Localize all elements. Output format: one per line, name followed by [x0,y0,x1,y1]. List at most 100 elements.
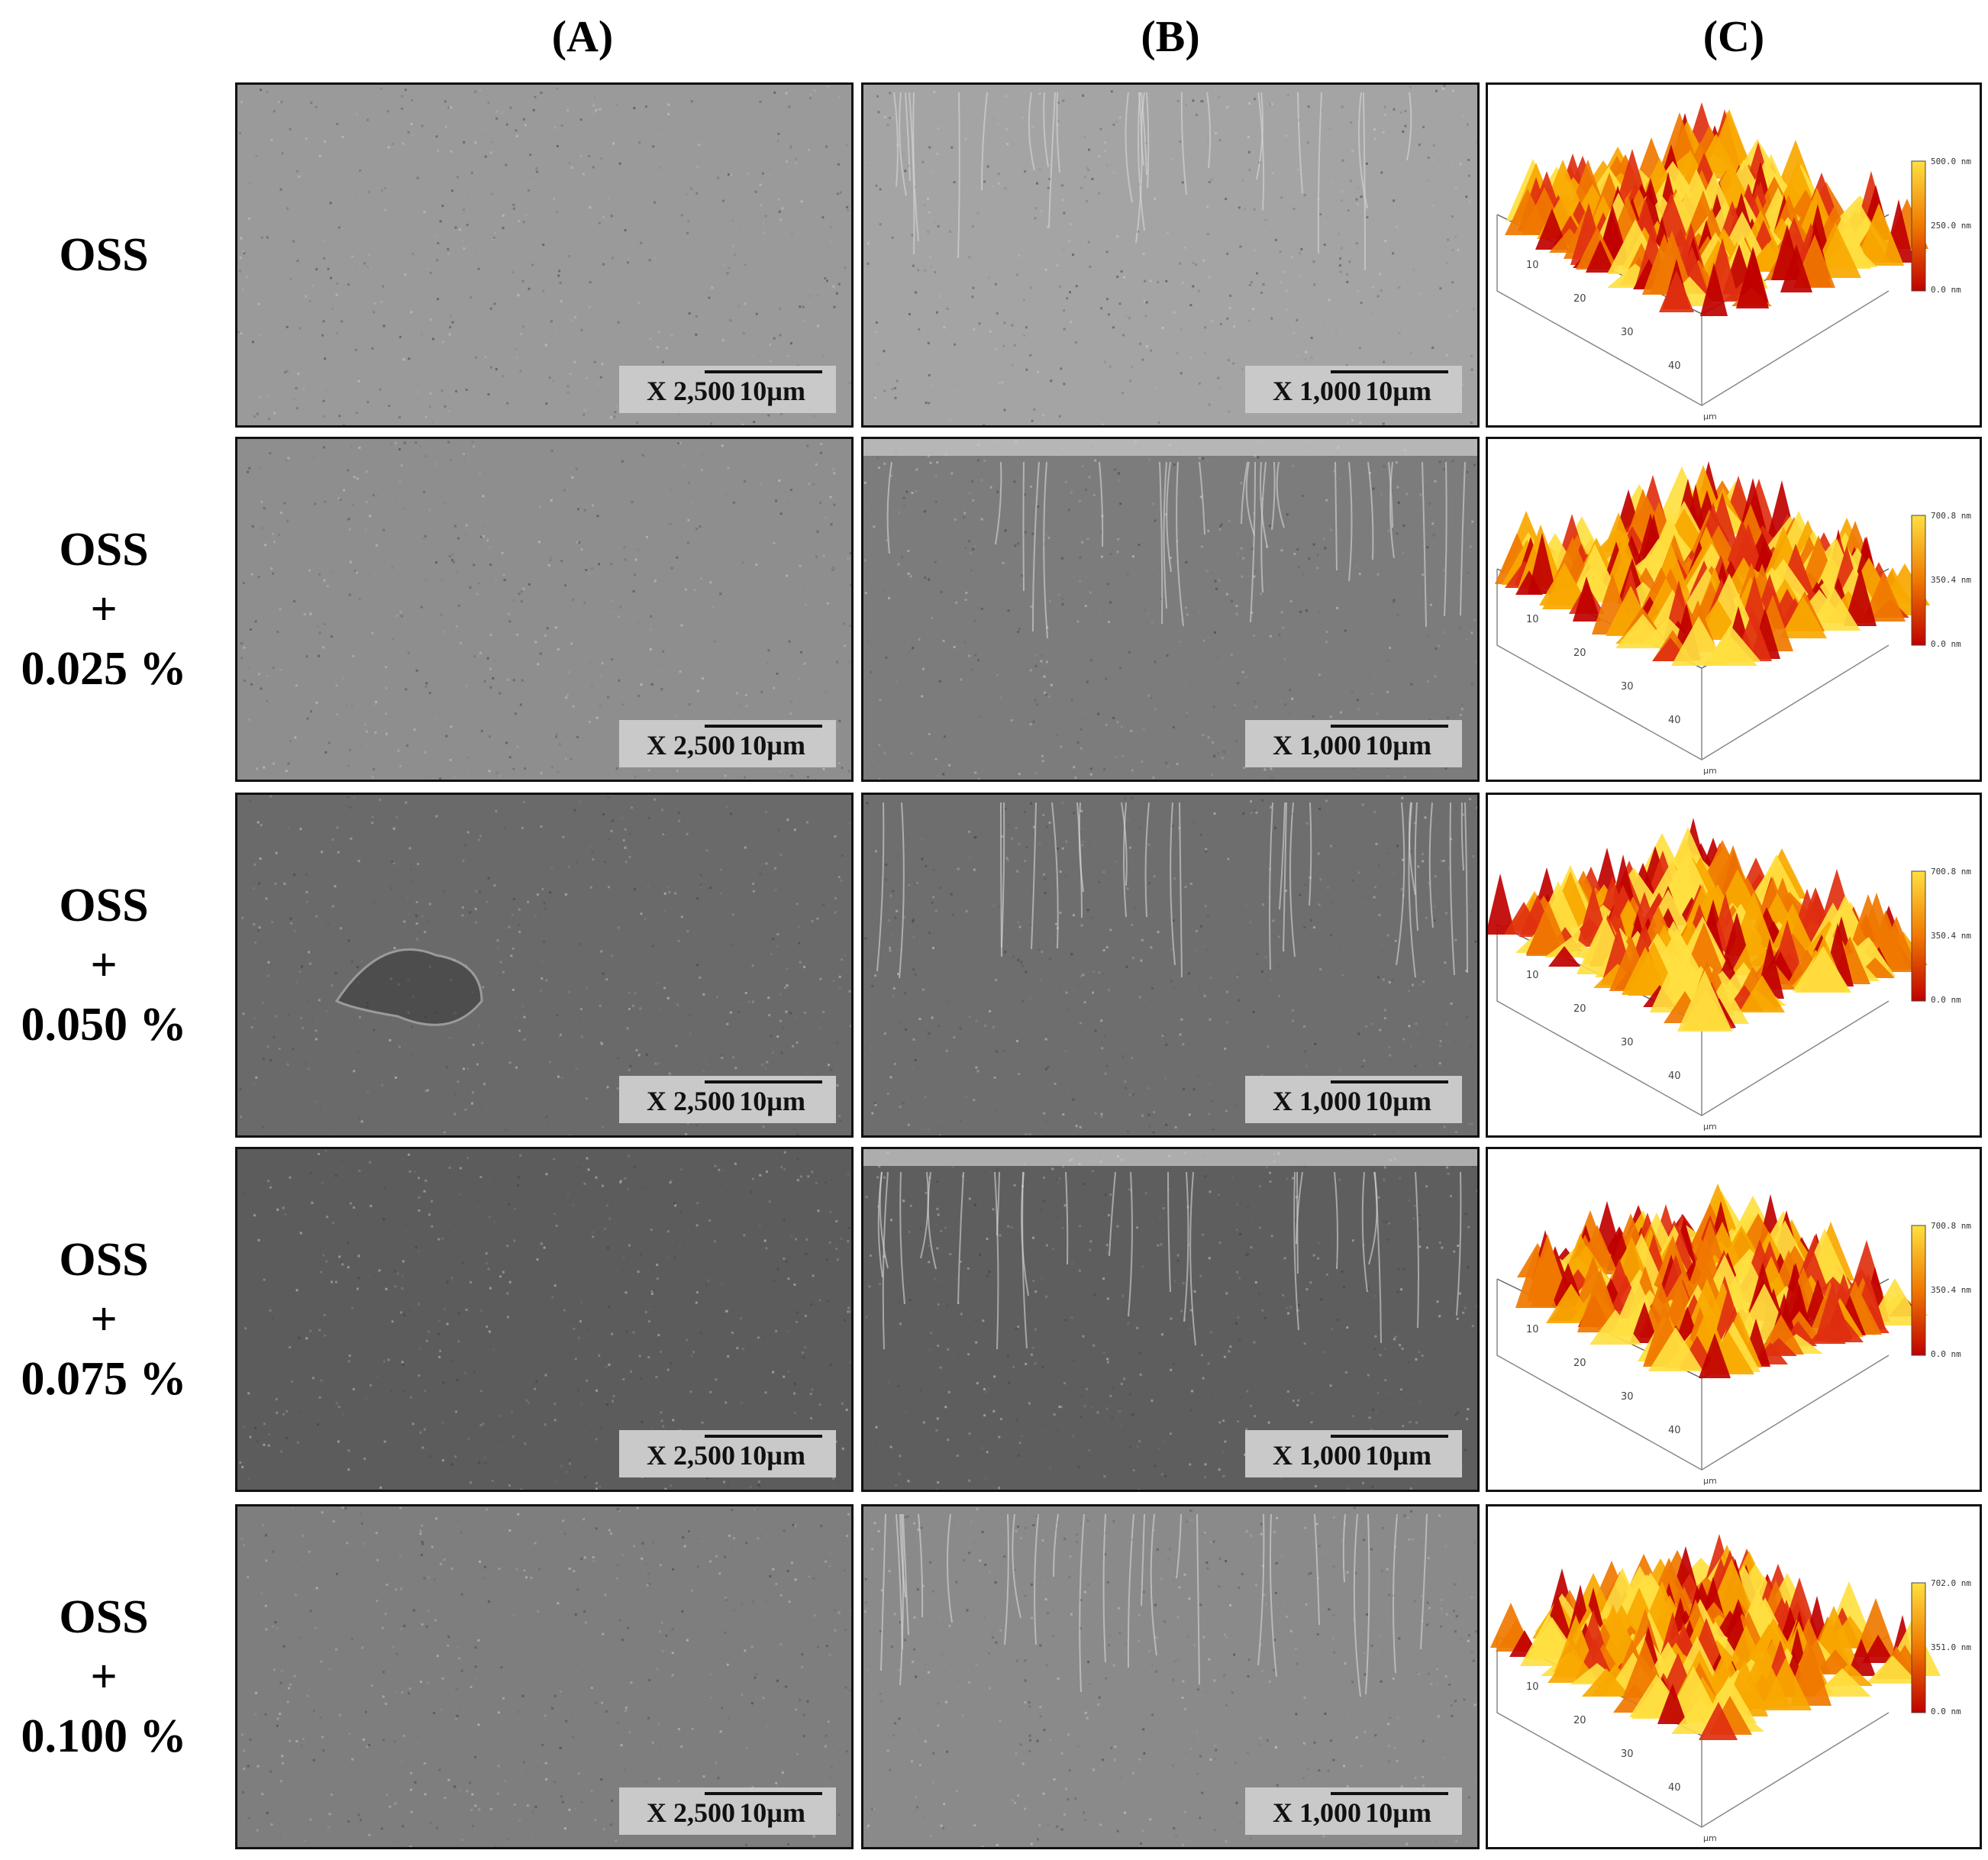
row-label-line: 0.100 % [21,1710,187,1762]
afm-axis-tick: 10 [1526,614,1539,625]
row-label-line: + [90,1293,118,1345]
afm-axis-tick: 40 [1668,715,1681,726]
afm-colorbar [1911,870,1926,1002]
row-label: OSS +0.050 % [0,793,208,1138]
afm-axis-unit: µm [1703,1122,1717,1132]
magnification-label: X 2,500 [647,1440,735,1471]
magnification-label: X 1,000 [1273,376,1361,406]
row-label-line: 0.025 % [21,643,187,695]
afm-colorbar [1911,1582,1926,1713]
afm-axis-unit: µm [1703,412,1717,421]
afm-axis-tick: 40 [1668,1782,1681,1794]
sem-cross-section-image: X 1,000 10µm [861,1147,1480,1492]
sem-cross-section-image: X 1,000 10µm [861,1504,1480,1849]
scale-bar-box: X 2,500 10µm [619,1430,836,1477]
scale-length-label: 10µm [1365,730,1431,760]
sem-texture [864,85,1477,425]
row-label: OSS +0.075 % [0,1147,208,1492]
magnification-label: X 1,000 [1273,1440,1361,1471]
magnification-label: X 1,000 [1273,1797,1361,1828]
row-label-line: + [90,1651,118,1703]
scale-length-label: 10µm [1365,1440,1431,1471]
sem-cross-section-image: X 1,000 10µm [861,793,1480,1138]
row-label: OSS +0.025 % [0,437,208,782]
afm-axis-tick: 40 [1668,1425,1681,1436]
scale-length-label: 10µm [739,730,805,760]
afm-3d-topography: 700.8 nm 350.4 nm 0.0 nm 10 20 30 40 µm [1486,1147,1982,1492]
scale-bar [705,1792,822,1795]
afm-axis-unit: µm [1703,1476,1717,1486]
afm-surface-plot: 702.0 nm 351.0 nm 0.0 nm 10 20 30 40 µm [1490,1534,1971,1843]
scale-bar-box: X 1,000 10µm [1245,720,1462,767]
afm-colorbar-label: 700.8 nm [1931,511,1971,521]
afm-axis-tick: 10 [1526,260,1539,271]
scale-bar [1331,1792,1448,1795]
scale-length-label: 10µm [1365,1797,1431,1828]
afm-colorbar-label: 250.0 nm [1931,221,1971,231]
afm-axis-tick: 10 [1526,1324,1539,1335]
scale-bar-box: X 1,000 10µm [1245,1430,1462,1477]
afm-colorbar-label: 0.0 nm [1931,995,1961,1005]
scale-length-label: 10µm [739,376,805,406]
sem-texture [863,1506,1477,1847]
afm-colorbar-label: 700.8 nm [1931,867,1971,877]
afm-axis-tick: 10 [1526,970,1539,981]
afm-axis-tick: 20 [1573,1003,1586,1015]
scale-bar [705,1435,822,1438]
afm-axis-tick: 40 [1668,1070,1681,1082]
afm-base-frame [1496,1636,1890,1828]
scale-bar-box: X 2,500 10µm [619,1076,836,1123]
afm-surface-plot: 700.8 nm 350.4 nm 0.0 nm 10 20 30 40 µm [1496,1183,1971,1486]
column-header-a: (A) [551,11,614,61]
scale-bar-box: X 2,500 10µm [619,720,836,767]
sem-surface-image: X 2,500 10µm [235,82,854,428]
afm-colorbar-label: 350.4 nm [1931,931,1971,941]
afm-colorbar-label: 0.0 nm [1931,1707,1961,1716]
sem-texture [240,1506,851,1847]
afm-colorbar-label: 702.0 nm [1931,1578,1971,1588]
sem-surface-image: X 2,500 10µm [235,1504,854,1849]
afm-axis-tick: 10 [1526,1681,1539,1693]
magnification-label: X 1,000 [1273,730,1361,760]
scale-bar-box: X 1,000 10µm [1245,1787,1462,1835]
scale-bar-box: X 2,500 10µm [619,1787,836,1835]
afm-axis-unit: µm [1703,1833,1717,1843]
magnification-label: X 2,500 [647,1797,735,1828]
afm-colorbar-label: 700.8 nm [1931,1221,1971,1231]
sem-surface-image: X 2,500 10µm [235,1147,854,1492]
afm-colorbar-label: 0.0 nm [1931,639,1961,649]
magnification-label: X 1,000 [1273,1086,1361,1116]
scale-length-label: 10µm [1365,376,1431,406]
row-label: OSS +0.100 % [0,1504,208,1849]
scale-bar-box: X 2,500 10µm [619,366,836,413]
row-label-line: OSS [59,524,149,576]
afm-base-frame [1496,569,1890,760]
afm-base-frame [1496,215,1890,406]
afm-colorbar-label: 351.0 nm [1931,1642,1971,1652]
afm-axis-tick: 20 [1573,1715,1586,1726]
afm-axis-unit: µm [1703,766,1717,776]
magnification-label: X 2,500 [647,376,735,406]
magnification-label: X 2,500 [647,730,735,760]
sem-surface-image: X 2,500 10µm [235,437,854,782]
scale-bar [1331,725,1448,728]
scale-bar-box: X 1,000 10µm [1245,366,1462,413]
row-label-line: 0.050 % [21,999,187,1051]
afm-axis-tick: 20 [1573,647,1586,659]
afm-axis-tick: 30 [1621,681,1634,693]
scale-length-label: 10µm [1365,1086,1431,1116]
sem-surface-image: X 2,500 10µm [235,793,854,1138]
scale-length-label: 10µm [739,1440,805,1471]
afm-axis-tick: 30 [1621,327,1634,338]
sem-texture [864,795,1477,1135]
scale-bar [705,725,822,728]
scale-bar [705,370,822,373]
afm-surface-plot: 700.8 nm 350.4 nm 0.0 nm 10 20 30 40 µm [1495,461,1971,776]
row-label-line: OSS [59,1234,149,1286]
afm-3d-topography: 700.8 nm 350.4 nm 0.0 nm 10 20 30 40 µm [1486,793,1982,1138]
afm-colorbar [1911,160,1926,292]
column-header-b: (B) [1141,11,1200,61]
afm-3d-topography: 500.0 nm 250.0 nm 0.0 nm 10 20 30 40 µm [1486,82,1982,428]
afm-axis-tick: 20 [1573,293,1586,305]
afm-surface-plot: 700.8 nm 350.4 nm 0.0 nm 10 20 30 40 µm [1488,818,1971,1132]
